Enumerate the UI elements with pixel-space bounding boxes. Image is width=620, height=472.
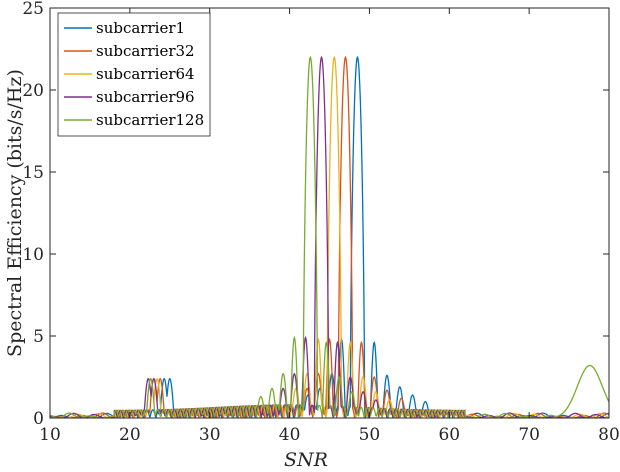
legend-label-subcarrier96: subcarrier96 <box>96 88 195 106</box>
x-tick-label: 50 <box>359 425 381 445</box>
y-axis-title: Spectral Efficiency (bits/s/Hz) <box>4 69 26 357</box>
legend: subcarrier1 subcarrier32 subcarrier64 subca… <box>57 12 211 137</box>
x-tick-label: 80 <box>598 425 620 445</box>
x-axis-title: SNR <box>284 449 328 471</box>
y-tick-label: 20 <box>22 81 44 101</box>
series-line-subcarrier64 <box>50 55 609 418</box>
legend-label-subcarrier64: subcarrier64 <box>96 65 195 83</box>
x-tick-label: 40 <box>279 425 301 445</box>
y-tick-label: 15 <box>22 163 44 183</box>
legend-label-subcarrier128: subcarrier128 <box>96 111 204 129</box>
legend-label-subcarrier1: subcarrier1 <box>96 19 185 37</box>
axes-layer <box>49 7 610 419</box>
x-tick-label: 60 <box>438 425 460 445</box>
y-tick-label: 10 <box>22 245 44 265</box>
y-tick-label: 5 <box>33 327 44 347</box>
axes-frame <box>49 7 610 419</box>
x-tick-label: 10 <box>39 425 61 445</box>
legend-label-subcarrier32: subcarrier32 <box>96 42 195 60</box>
x-tick-label: 70 <box>518 425 540 445</box>
x-tick-label: 20 <box>119 425 141 445</box>
y-tick-label: 0 <box>33 409 44 429</box>
y-tick-label: 25 <box>22 0 44 19</box>
x-tick-label: 30 <box>199 425 221 445</box>
ticks-layer: 10 20 30 40 50 60 70 80 0 5 10 15 20 25 <box>22 0 619 445</box>
